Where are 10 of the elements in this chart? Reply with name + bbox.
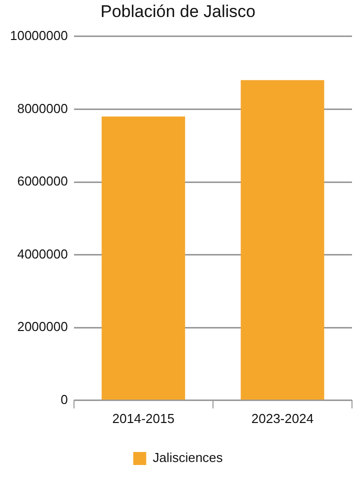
y-tick-label: 4000000 xyxy=(17,246,68,262)
y-tick-label: 10000000 xyxy=(10,28,68,43)
y-tick-label: 6000000 xyxy=(17,174,68,189)
y-tick-label: 2000000 xyxy=(17,319,68,334)
y-tick-label: 8000000 xyxy=(17,100,68,116)
x-tick-label: 2014-2015 xyxy=(112,410,174,426)
chart-title: Población de Jalisco xyxy=(100,2,256,21)
legend-label: Jalisciences xyxy=(152,450,224,466)
y-tick-label: 0 xyxy=(60,392,68,407)
x-tick-label: 2023-2024 xyxy=(251,410,314,426)
